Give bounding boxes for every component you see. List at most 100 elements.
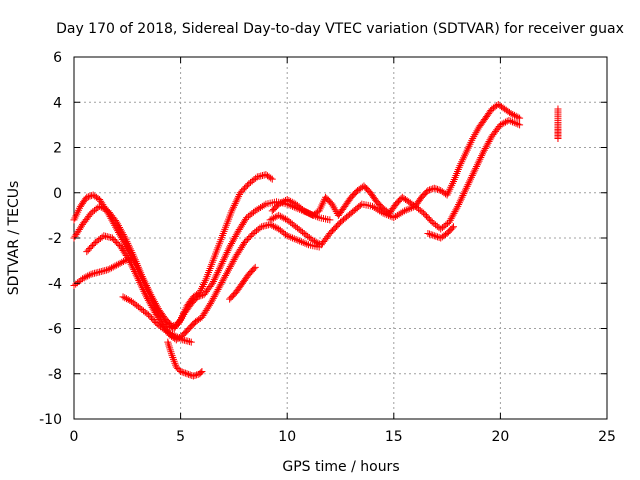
data-point (232, 231, 240, 239)
data-point (129, 264, 137, 272)
data-point (304, 209, 312, 217)
data-point (397, 209, 405, 217)
series-track-d (70, 254, 136, 290)
data-point (147, 314, 155, 322)
data-point (131, 267, 139, 275)
data-point (502, 118, 510, 126)
data-point (165, 329, 173, 337)
data-point (166, 346, 174, 354)
data-point (217, 280, 225, 288)
data-point (85, 271, 93, 279)
grid-lines (74, 57, 607, 419)
data-point (79, 275, 87, 283)
data-point (390, 214, 398, 222)
data-point (421, 211, 429, 219)
data-point (118, 229, 126, 237)
data-point (461, 186, 469, 194)
data-point (430, 232, 438, 240)
data-point (370, 203, 378, 211)
data-point (211, 274, 219, 282)
data-point (303, 240, 311, 248)
data-point (374, 206, 382, 214)
data-point (185, 370, 193, 378)
data-point (219, 277, 227, 285)
data-point (172, 332, 180, 340)
data-point (462, 184, 470, 192)
data-point (457, 195, 465, 203)
data-point (228, 259, 236, 267)
data-point (392, 213, 400, 221)
data-point (296, 237, 304, 245)
data-point (151, 299, 159, 307)
data-point (183, 370, 191, 378)
data-point (113, 261, 121, 269)
data-point (101, 205, 109, 213)
data-point (109, 263, 117, 271)
data-point (152, 301, 160, 309)
data-point (301, 239, 309, 247)
data-point (268, 221, 276, 229)
data-point (255, 205, 263, 213)
data-point (218, 278, 226, 286)
data-point (248, 231, 256, 239)
data-point (514, 120, 522, 128)
data-point (508, 118, 516, 126)
x-tick-label: 20 (491, 429, 509, 445)
data-point (510, 119, 518, 127)
data-point (326, 216, 334, 224)
data-point (138, 284, 146, 292)
data-point (209, 294, 217, 302)
data-point (449, 211, 457, 219)
data-point (189, 372, 197, 380)
data-point (399, 208, 407, 216)
data-point (124, 296, 132, 304)
data-point (226, 243, 234, 251)
data-point (174, 333, 182, 341)
data-point (224, 268, 232, 276)
data-point (468, 172, 476, 180)
series-track-i (266, 116, 524, 249)
data-point (153, 303, 161, 311)
data-point (87, 243, 95, 251)
data-point (372, 205, 380, 213)
data-point (404, 205, 412, 213)
data-point (257, 203, 265, 211)
data-point (104, 266, 112, 274)
y-tick-label: -6 (48, 322, 62, 338)
data-point (116, 225, 124, 233)
data-point (455, 201, 463, 209)
data-point (174, 364, 182, 372)
data-point (228, 240, 236, 248)
data-point (84, 246, 92, 254)
x-tick-label: 25 (598, 429, 616, 445)
data-point (251, 207, 259, 215)
data-point (435, 233, 443, 241)
data-point (242, 237, 250, 245)
data-point (426, 230, 434, 238)
data-point (409, 203, 417, 211)
data-point (197, 369, 205, 377)
data-point (151, 298, 159, 306)
data-point (164, 338, 172, 346)
y-tick-label: 6 (53, 50, 62, 66)
data-point (90, 240, 98, 248)
data-point (267, 174, 275, 182)
data-point (478, 152, 486, 160)
data-point (114, 220, 122, 228)
data-point (210, 293, 218, 301)
data-point (466, 177, 474, 185)
data-point (212, 272, 220, 280)
data-point (130, 266, 138, 274)
data-point (476, 155, 484, 163)
data-point (127, 260, 135, 268)
data-point (252, 174, 260, 182)
data-point (287, 197, 295, 205)
series-track-b (70, 198, 334, 330)
data-point (384, 211, 392, 219)
data-point (474, 159, 482, 167)
data-point (126, 255, 134, 263)
data-point (312, 238, 320, 246)
y-tick-label: -2 (48, 231, 62, 247)
data-point (224, 247, 232, 255)
